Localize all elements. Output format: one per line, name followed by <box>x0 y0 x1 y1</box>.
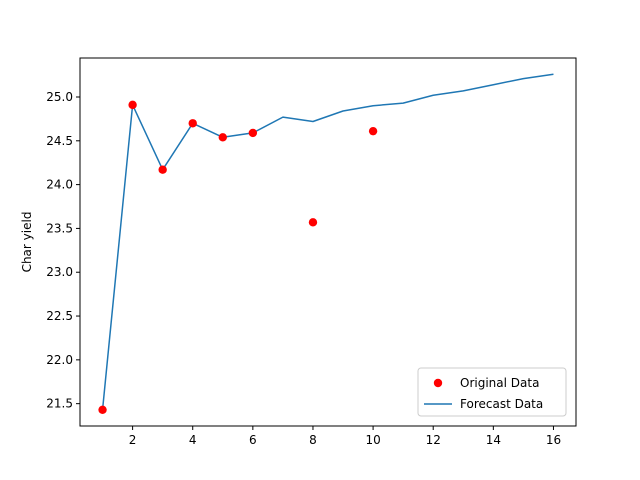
x-tick-label: 12 <box>426 433 441 447</box>
original-data-point <box>308 218 318 227</box>
legend-box <box>417 367 567 417</box>
x-tick-label: 10 <box>365 433 380 447</box>
y-tick-label: 25.0 <box>46 90 73 104</box>
y-tick-label: 23.0 <box>46 265 73 279</box>
y-tick-label: 21.5 <box>46 397 73 411</box>
original-data-point <box>128 100 137 110</box>
axes-frame <box>79 57 577 427</box>
y-tick-label: 24.0 <box>46 178 73 192</box>
original-data-point <box>368 126 378 136</box>
y-tick-label: 22.0 <box>46 353 73 367</box>
y-tick-label: 23.5 <box>46 221 73 235</box>
legend-label: Original Data <box>460 376 539 390</box>
legend: Original Data Forecast Data <box>417 367 567 417</box>
x-tick-label: 8 <box>309 433 317 447</box>
x-tick-label: 16 <box>546 433 561 447</box>
original-data-point <box>98 405 107 414</box>
original-data-point <box>218 133 227 142</box>
axis-ticks: 2 4 6 8 10 12 14 16 21.5 22.0 22.5 23.0 23.5 24.0 24.5… <box>46 90 561 447</box>
legend-marker-original <box>433 378 443 388</box>
x-tick-label: 14 <box>486 433 501 447</box>
x-tick-label: 4 <box>189 433 197 447</box>
original-data-point <box>188 119 197 128</box>
y-axis-label: Char yield <box>20 212 34 273</box>
forecast-line <box>101 73 554 410</box>
y-tick-label: 22.5 <box>46 309 73 323</box>
legend-label: Forecast Data <box>460 397 543 411</box>
plot-area <box>98 73 554 414</box>
original-data-point <box>248 128 258 138</box>
y-tick-label: 24.5 <box>46 134 73 148</box>
x-tick-label: 2 <box>129 433 137 447</box>
original-data-point <box>158 165 167 174</box>
x-tick-label: 6 <box>249 433 257 447</box>
